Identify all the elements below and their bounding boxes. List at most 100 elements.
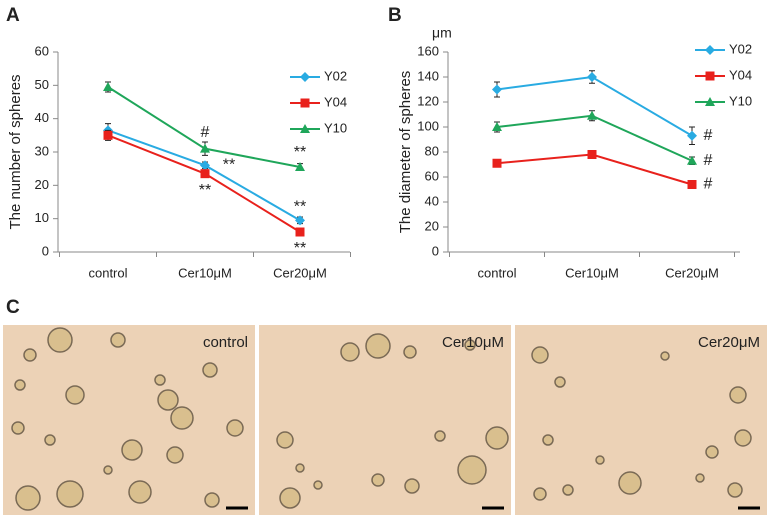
marker [687, 155, 697, 165]
x-tick-label: Cer10μM [565, 265, 619, 280]
marker [200, 169, 210, 179]
panel-label: C [6, 297, 20, 318]
sphere [47, 327, 73, 353]
sphere [276, 431, 294, 449]
marker [492, 84, 502, 95]
sphere [121, 439, 143, 461]
series-line [496, 75, 693, 137]
y-tick-label: 0 [42, 243, 49, 258]
sphere [371, 473, 385, 487]
sphere [729, 386, 747, 404]
marker [687, 130, 697, 141]
marker [103, 82, 113, 91]
marker [587, 150, 597, 159]
y-tick-label: 20 [425, 218, 439, 233]
x-tick-label: control [88, 265, 127, 280]
sphere [618, 471, 642, 495]
image-label: Cer10μM [442, 334, 504, 351]
x-tick-label: Cer20μM [665, 265, 719, 280]
sphere [204, 492, 220, 508]
sphere [434, 430, 446, 442]
marker [300, 98, 310, 108]
sphere [595, 455, 605, 465]
annotation: # [704, 152, 713, 169]
panel-label: B [388, 5, 402, 26]
y-tick-label: 30 [35, 143, 49, 158]
legend-label: Y04 [324, 94, 347, 109]
sphere [202, 362, 218, 378]
sphere [457, 455, 487, 485]
marker [705, 97, 715, 106]
marker [687, 180, 697, 189]
sphere [531, 346, 549, 364]
sphere [295, 463, 305, 473]
sphere [11, 421, 25, 435]
y-tick-label: 0 [432, 243, 439, 258]
y-tick-label: 60 [35, 43, 49, 58]
annotation: # [704, 176, 713, 193]
marker [300, 124, 310, 133]
sphere [727, 482, 743, 498]
marker [200, 143, 210, 153]
legend-label: Y10 [729, 93, 752, 108]
sphere [128, 480, 152, 504]
sphere [279, 487, 301, 509]
sphere [226, 419, 244, 437]
legend-label: Y02 [729, 41, 752, 56]
annotation: # [704, 127, 713, 144]
sphere [15, 485, 41, 511]
legend-label: Y10 [324, 120, 347, 135]
legend-label: Y02 [324, 68, 347, 83]
sphere [313, 480, 323, 490]
annotation: ** [294, 240, 306, 257]
y-tick-label: 120 [417, 93, 439, 108]
sphere [14, 379, 26, 391]
y-tick-label: 60 [425, 168, 439, 183]
marker [103, 130, 113, 140]
sphere [542, 434, 554, 446]
y-axis-label: The number of spheres [7, 74, 24, 229]
marker [587, 110, 597, 120]
marker [300, 72, 310, 82]
y-tick-label: 160 [417, 43, 439, 58]
sphere [65, 385, 85, 405]
marker [705, 45, 715, 55]
annotation: ** [223, 157, 235, 174]
y-tick-label: 40 [35, 110, 49, 125]
y-tick-label: 140 [417, 68, 439, 83]
sphere [166, 446, 184, 464]
sphere [533, 487, 547, 501]
sphere [170, 406, 194, 430]
sphere [154, 374, 166, 386]
micrograph [3, 325, 255, 515]
x-tick-label: control [477, 265, 516, 280]
sphere [103, 465, 113, 475]
y-axis-label: The diameter of spheres [397, 71, 414, 234]
y-tick-label: 50 [35, 77, 49, 92]
y-tick-label: 10 [35, 210, 49, 225]
sphere [56, 480, 84, 508]
sphere [554, 376, 566, 388]
annotation: # [201, 124, 210, 141]
sphere [660, 351, 670, 361]
y-tick-label: 100 [417, 118, 439, 133]
x-tick-label: Cer20μM [273, 265, 327, 280]
image-label: control [203, 334, 248, 351]
sphere [404, 478, 420, 494]
sphere [734, 429, 752, 447]
y-tick-label: 40 [425, 193, 439, 208]
sphere [695, 473, 705, 483]
panel-label: A [6, 5, 20, 26]
marker [200, 160, 210, 171]
marker [492, 158, 502, 168]
sphere [485, 426, 509, 450]
annotation: ** [294, 144, 306, 161]
sphere [705, 445, 719, 459]
y-tick-label: 80 [425, 143, 439, 158]
annotation: ** [199, 182, 211, 199]
image-label: Cer20μM [698, 334, 760, 351]
annotation: ** [294, 199, 306, 216]
x-tick-label: Cer10μM [178, 265, 232, 280]
sphere [340, 342, 360, 362]
